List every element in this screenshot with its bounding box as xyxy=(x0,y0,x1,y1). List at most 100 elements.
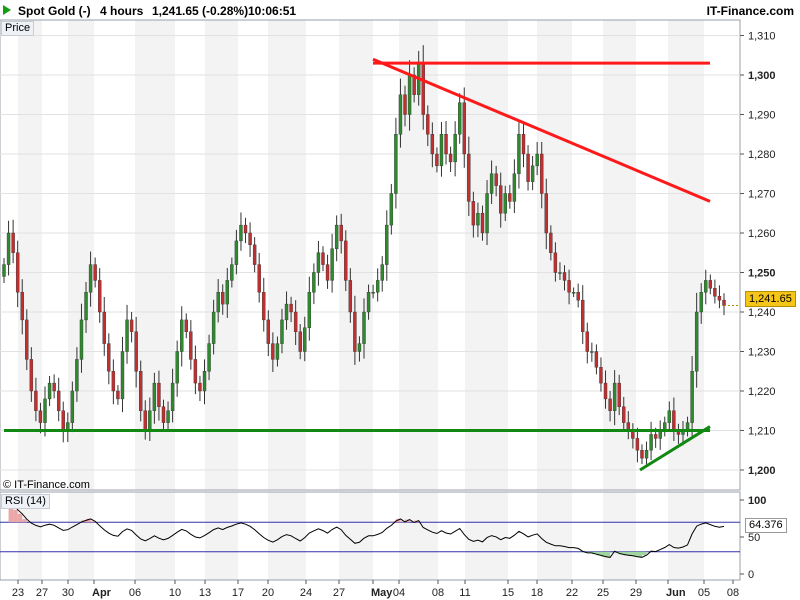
symbol-name: Spot Gold (-) xyxy=(18,4,91,18)
x-tick-label: 25 xyxy=(597,587,609,599)
quote: 1,241.65 (-0.28%) xyxy=(152,4,249,18)
candle-body xyxy=(499,185,503,214)
rsi-overbought-fill xyxy=(86,518,91,523)
candle-body xyxy=(166,410,170,423)
candle-body xyxy=(284,303,289,321)
rsi-overbought-fill xyxy=(13,509,18,523)
candle-body xyxy=(508,193,512,202)
brand: IT-Finance.com xyxy=(706,4,794,18)
candle-body xyxy=(6,232,11,265)
rsi-oversold-fill xyxy=(637,551,642,558)
candle-body xyxy=(617,382,621,408)
candle-body xyxy=(690,371,694,423)
timeframe: 4 hours xyxy=(100,4,144,18)
price-panel-border xyxy=(0,19,741,491)
candle-body xyxy=(293,311,298,332)
candle-body xyxy=(189,331,193,360)
candle-body xyxy=(722,299,726,306)
candle-body xyxy=(221,292,225,305)
price-tick-label: 1,260 xyxy=(748,228,776,240)
candle-body xyxy=(289,303,293,313)
candle-body xyxy=(175,351,179,384)
candle-body xyxy=(571,292,576,294)
candle-body xyxy=(544,193,548,234)
candle-body xyxy=(713,288,717,297)
rsi-stripe xyxy=(537,492,572,580)
candle-body xyxy=(366,292,371,313)
candle-body xyxy=(603,382,608,400)
candle-body xyxy=(389,193,394,226)
candle-body xyxy=(111,371,116,392)
candle-body xyxy=(439,134,444,167)
candle-body xyxy=(512,173,517,202)
copyright: © IT-Finance.com xyxy=(3,479,90,491)
candle-body xyxy=(257,264,261,293)
candle-body xyxy=(102,311,106,344)
candle-body xyxy=(116,390,120,400)
candle-body xyxy=(704,280,708,293)
candle-body xyxy=(622,406,626,423)
candle-body xyxy=(480,213,485,234)
candle-body xyxy=(344,240,348,281)
price-stripe xyxy=(205,20,238,490)
x-tick-label: Jun xyxy=(666,587,686,599)
price-stripe xyxy=(465,20,508,490)
candle-body xyxy=(15,252,20,293)
candle-body xyxy=(421,62,425,115)
rsi-tick-label: 50 xyxy=(748,532,760,544)
price-stripe xyxy=(18,20,42,490)
candle-body xyxy=(485,193,489,234)
candle-body xyxy=(280,319,284,344)
x-tick-label: 06 xyxy=(129,587,141,599)
rsi-overbought-fill xyxy=(17,513,23,523)
candle-body xyxy=(375,280,380,293)
rsi-panel-border xyxy=(0,491,741,581)
candle-body xyxy=(471,201,476,226)
candle-body xyxy=(193,359,198,384)
candle-body xyxy=(216,292,220,313)
candle-body xyxy=(143,410,147,431)
candle-body xyxy=(243,224,248,234)
x-tick-label: 23 xyxy=(12,587,24,599)
rsi-oversold-fill xyxy=(605,551,611,558)
candle-body xyxy=(353,311,357,352)
candle-body xyxy=(157,382,161,408)
candle-body xyxy=(38,410,43,423)
candle-body xyxy=(576,292,580,301)
candle-body xyxy=(161,406,166,423)
x-tick-label: 08 xyxy=(432,587,444,599)
x-tick-label: 30 xyxy=(62,587,74,599)
x-tick-label: 04 xyxy=(393,587,405,599)
x-tick-label: 15 xyxy=(502,587,514,599)
candle-body xyxy=(43,398,47,423)
candle-body xyxy=(494,173,498,186)
candle-body xyxy=(444,134,448,155)
candle-body xyxy=(467,153,471,202)
x-tick-label: 17 xyxy=(232,587,244,599)
candle-body xyxy=(448,153,453,163)
rsi-tick-label: 100 xyxy=(748,495,766,507)
rsi-tick-label: 0 xyxy=(748,569,754,581)
candle-body xyxy=(139,371,143,411)
candle-body xyxy=(594,351,599,368)
candle-body xyxy=(526,153,530,182)
rsi-stripe xyxy=(205,492,238,580)
candle-body xyxy=(184,319,188,332)
candle-body xyxy=(398,94,403,135)
candle-body xyxy=(307,292,312,328)
candle-body xyxy=(339,224,343,242)
candle-body xyxy=(585,331,589,352)
price-tick-label: 1,230 xyxy=(748,347,776,359)
candle-body xyxy=(47,382,52,400)
candle-body xyxy=(202,371,207,392)
candle-body xyxy=(120,351,125,400)
x-tick-label: 22 xyxy=(566,587,578,599)
candle-body xyxy=(394,134,398,194)
candle-body xyxy=(275,343,280,360)
rsi-line xyxy=(8,499,725,558)
candle-body xyxy=(489,173,494,194)
rsi-oversold-fill xyxy=(619,551,624,555)
candle-body xyxy=(2,264,6,277)
candle-body xyxy=(476,213,480,226)
